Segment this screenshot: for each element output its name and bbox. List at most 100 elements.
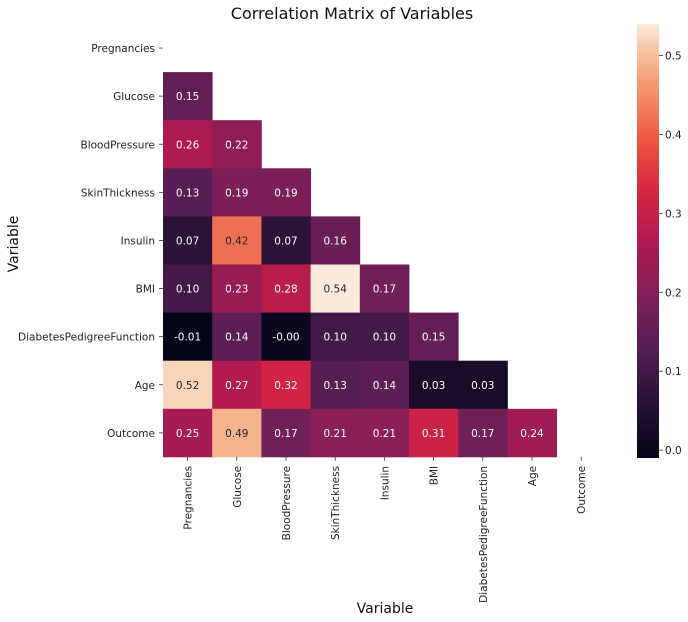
- heatmap-cell-label: 0.26: [176, 139, 200, 151]
- heatmap-cell-label: 0.16: [324, 235, 348, 247]
- heatmap-cell: [359, 408, 410, 458]
- heatmap-cell-label: 0.49: [225, 428, 248, 440]
- heatmap-cell: [310, 216, 361, 265]
- colorbar-tick-label: 0.1: [665, 366, 682, 378]
- heatmap-cell-label: 0.21: [324, 428, 347, 440]
- heatmap-cell: [163, 168, 213, 217]
- heatmap-cell-label: 0.24: [520, 428, 544, 440]
- heatmap-cell-label: 0.32: [274, 380, 297, 392]
- heatmap-cell-label: 0.03: [471, 380, 494, 392]
- heatmap-cell: [507, 408, 557, 458]
- heatmap-cell: [359, 312, 410, 362]
- heatmap-cell-labels: 0.15 0.26 0.22 0.13 0.19 0.19 0.07 0.42 0.07 0.16…: [174, 91, 544, 440]
- heatmap-cell: [212, 120, 262, 169]
- y-tick-label: BloodPressure: [81, 139, 155, 151]
- y-axis-label: Variable: [6, 216, 22, 273]
- heatmap-cell: [163, 72, 213, 121]
- heatmap-cell-label: 0.14: [373, 380, 397, 392]
- heatmap-cell-label: 0.23: [225, 284, 248, 296]
- heatmap-cell: [212, 216, 262, 265]
- heatmap-cell-label: 0.15: [422, 332, 445, 344]
- heatmap-cell: [212, 408, 262, 458]
- x-axis-ticks: Pregnancies Glucose BloodPressure SkinThick…: [183, 456, 588, 603]
- heatmap-cell-label: 0.19: [274, 187, 297, 199]
- heatmap-cell: [310, 312, 361, 362]
- heatmap-cell-label: 0.13: [176, 187, 199, 199]
- heatmap-cell-label: 0.52: [176, 380, 199, 392]
- heatmap-cell: [163, 216, 213, 265]
- heatmap-cell-label: 0.03: [422, 380, 445, 392]
- heatmap-cell-label: 0.07: [176, 235, 199, 247]
- heatmap-cell-label: 0.17: [274, 428, 297, 440]
- colorbar-ticks: 0.0 0.1 0.2 0.3 0.4 0.5: [659, 51, 682, 457]
- heatmap-cell-label: 0.10: [324, 332, 347, 344]
- heatmap-cell: [212, 168, 262, 217]
- heatmap-cell-label: -0.00: [272, 332, 299, 344]
- heatmap-cell: [163, 264, 213, 313]
- heatmap-cell-label: 0.31: [422, 428, 445, 440]
- heatmap-cell: [409, 408, 459, 458]
- heatmap-cell: [359, 360, 410, 410]
- heatmap-cell: [163, 312, 213, 362]
- heatmap-cell-label: 0.25: [176, 428, 199, 440]
- heatmap-cell: [310, 360, 361, 410]
- colorbar-tick-label: 0.5: [665, 51, 682, 63]
- heatmap-cell: [163, 120, 213, 169]
- y-tick-label: SkinThickness: [81, 187, 155, 199]
- colorbar: [637, 24, 659, 458]
- x-tick-label: Outcome: [576, 466, 588, 514]
- colorbar-tick-label: 0.3: [665, 208, 682, 220]
- colorbar-tick-label: 0.4: [665, 129, 682, 141]
- x-tick-label: Age: [527, 466, 539, 486]
- heatmap-cell: [261, 312, 311, 362]
- x-axis-label: Variable: [357, 601, 414, 617]
- y-tick-label: Outcome: [107, 428, 155, 440]
- heatmap-cell-label: 0.14: [225, 332, 249, 344]
- heatmap-cell: [458, 360, 508, 410]
- heatmap-cell: [212, 264, 262, 313]
- x-tick-label: Glucose: [232, 466, 244, 508]
- y-axis-ticks: Pregnancies Glucose BloodPressure SkinThick…: [18, 43, 163, 440]
- heatmap-cell: [458, 408, 508, 458]
- heatmap-cell: [212, 360, 262, 410]
- x-tick-label: Pregnancies: [183, 466, 195, 530]
- heatmap-cell-label: 0.17: [471, 428, 494, 440]
- heatmap-cell-label: 0.22: [225, 139, 248, 151]
- y-tick-label: Glucose: [113, 91, 155, 103]
- y-tick-label: Pregnancies: [91, 43, 155, 55]
- heatmap-cell-label: 0.07: [274, 235, 297, 247]
- x-tick-label: BloodPressure: [281, 466, 293, 540]
- y-tick-label: BMI: [136, 284, 155, 296]
- heatmap-cell: [261, 216, 311, 265]
- colorbar-tick-label: 0.0: [665, 445, 682, 457]
- heatmap-cell-label: 0.42: [225, 235, 248, 247]
- heatmap-cell: [163, 360, 213, 410]
- colorbar-tick-label: 0.2: [665, 287, 682, 299]
- heatmap-cell-label: 0.15: [176, 91, 199, 103]
- heatmap-cell: [261, 168, 311, 217]
- heatmap-cells: [163, 72, 557, 458]
- x-tick-label: BMI: [429, 466, 441, 485]
- heatmap-cell: [261, 264, 311, 313]
- y-tick-label: Insulin: [121, 235, 155, 247]
- heatmap-cell: [163, 408, 213, 458]
- chart-title: Correlation Matrix of Variables: [231, 4, 473, 23]
- heatmap-cell-label: 0.19: [225, 187, 248, 199]
- heatmap-cell-label: -0.01: [174, 332, 201, 344]
- heatmap-cell-label: 0.17: [373, 284, 396, 296]
- heatmap-cell: [409, 312, 459, 362]
- x-tick-label: Insulin: [379, 466, 391, 500]
- x-tick-label: SkinThickness: [330, 466, 342, 540]
- heatmap-cell-label: 0.13: [324, 380, 347, 392]
- heatmap-cell: [310, 408, 361, 458]
- heatmap-cell: [310, 264, 361, 313]
- heatmap-cell: [409, 360, 459, 410]
- y-tick-label: DiabetesPedigreeFunction: [18, 332, 155, 344]
- heatmap-cell-label: 0.10: [176, 284, 199, 296]
- heatmap-cell-label: 0.10: [373, 332, 396, 344]
- heatmap-cell: [261, 360, 311, 410]
- heatmap-cell-label: 0.28: [274, 284, 297, 296]
- heatmap-cell: [359, 264, 410, 313]
- heatmap-cell: [212, 312, 262, 362]
